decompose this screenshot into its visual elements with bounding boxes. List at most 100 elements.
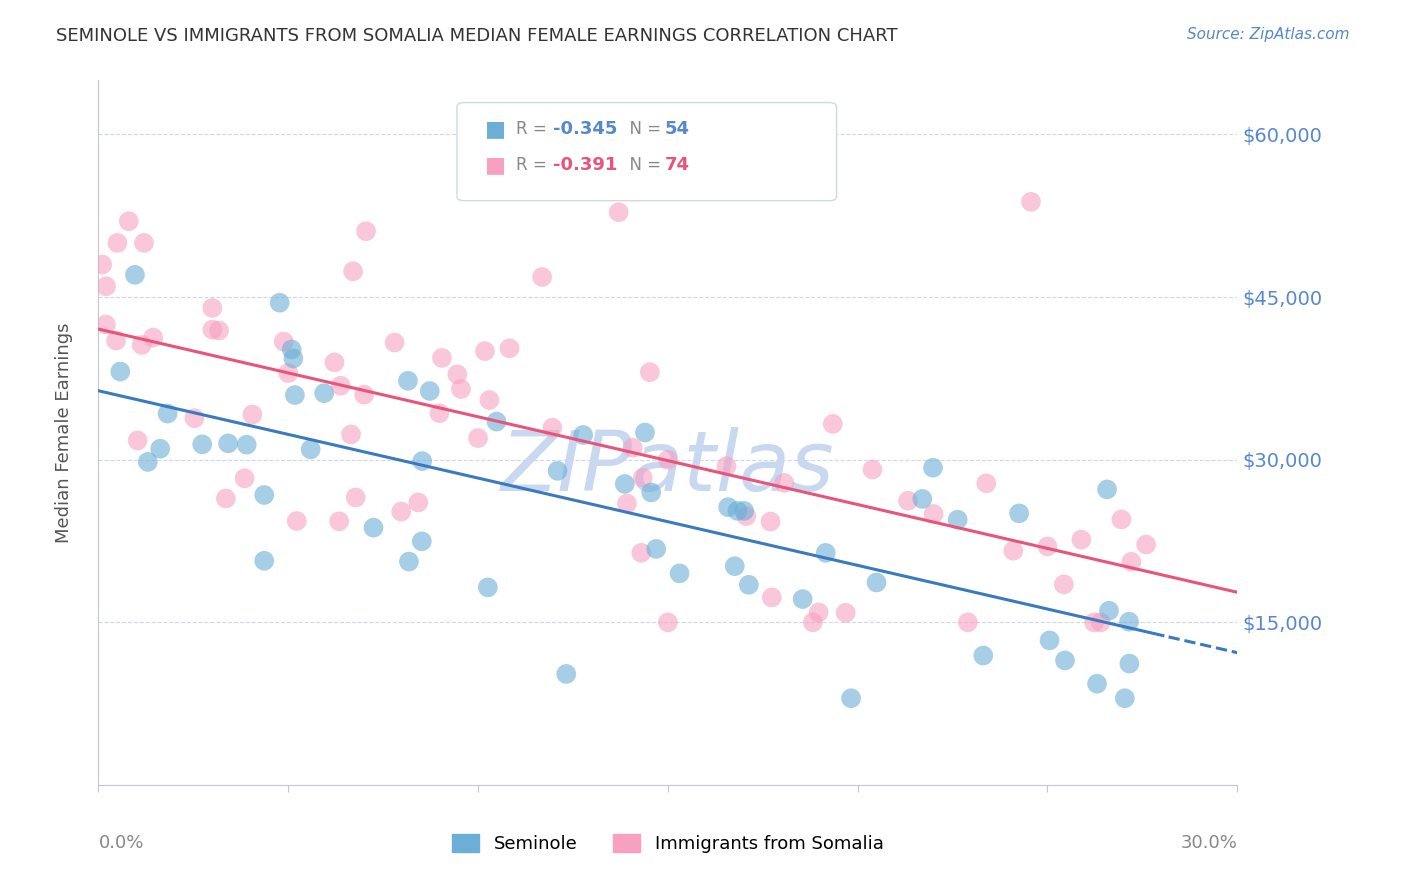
Immigrants from Somalia: [862, 462, 884, 476]
Seminole: [1053, 653, 1076, 667]
Seminole: [1095, 483, 1118, 497]
Immigrants from Somalia: [974, 476, 997, 491]
Seminole: [149, 442, 172, 456]
Immigrants from Somalia: [277, 366, 299, 380]
Immigrants from Somalia: [616, 497, 638, 511]
Immigrants from Somalia: [107, 235, 129, 250]
Seminole: [217, 436, 239, 450]
Immigrants from Somalia: [474, 344, 496, 359]
Immigrants from Somalia: [328, 514, 350, 528]
Immigrants from Somalia: [430, 351, 453, 365]
Immigrants from Somalia: [657, 615, 679, 630]
Seminole: [634, 425, 657, 440]
Seminole: [419, 384, 441, 398]
Immigrants from Somalia: [344, 491, 367, 505]
Seminole: [269, 295, 291, 310]
Immigrants from Somalia: [773, 475, 796, 490]
Seminole: [972, 648, 994, 663]
Text: N =: N =: [619, 120, 666, 138]
Immigrants from Somalia: [1090, 615, 1112, 630]
Immigrants from Somalia: [531, 270, 554, 285]
Immigrants from Somalia: [323, 355, 346, 369]
Immigrants from Somalia: [285, 514, 308, 528]
Immigrants from Somalia: [94, 279, 117, 293]
Immigrants from Somalia: [406, 495, 429, 509]
Seminole: [613, 477, 636, 491]
Text: SEMINOLE VS IMMIGRANTS FROM SOMALIA MEDIAN FEMALE EARNINGS CORRELATION CHART: SEMINOLE VS IMMIGRANTS FROM SOMALIA MEDI…: [56, 27, 898, 45]
Seminole: [398, 555, 420, 569]
Immigrants from Somalia: [354, 224, 377, 238]
Seminole: [724, 559, 747, 574]
Immigrants from Somalia: [242, 408, 264, 422]
Seminole: [547, 464, 569, 478]
Text: ZIPatlas: ZIPatlas: [501, 427, 835, 508]
Immigrants from Somalia: [91, 258, 114, 272]
Seminole: [814, 546, 837, 560]
Immigrants from Somalia: [657, 452, 679, 467]
Seminole: [717, 500, 740, 515]
Immigrants from Somalia: [759, 515, 782, 529]
Seminole: [839, 691, 862, 706]
Immigrants from Somalia: [233, 471, 256, 485]
Seminole: [1008, 506, 1031, 520]
Seminole: [922, 460, 945, 475]
Immigrants from Somalia: [201, 323, 224, 337]
Seminole: [280, 343, 302, 357]
Seminole: [733, 504, 755, 518]
Immigrants from Somalia: [1111, 512, 1133, 526]
Immigrants from Somalia: [638, 365, 661, 379]
Seminole: [911, 491, 934, 506]
Immigrants from Somalia: [735, 509, 758, 524]
Seminole: [738, 578, 761, 592]
Immigrants from Somalia: [467, 431, 489, 445]
Immigrants from Somalia: [94, 318, 117, 332]
Immigrants from Somalia: [478, 392, 501, 407]
Immigrants from Somalia: [131, 338, 153, 352]
Immigrants from Somalia: [340, 427, 363, 442]
Text: 74: 74: [665, 156, 690, 174]
Immigrants from Somalia: [801, 615, 824, 630]
Seminole: [1038, 633, 1060, 648]
Immigrants from Somalia: [183, 411, 205, 425]
Seminole: [792, 592, 814, 607]
Seminole: [283, 351, 305, 366]
Immigrants from Somalia: [834, 606, 856, 620]
Immigrants from Somalia: [607, 205, 630, 219]
Immigrants from Somalia: [631, 471, 654, 485]
Immigrants from Somalia: [821, 417, 844, 431]
Seminole: [110, 365, 132, 379]
Seminole: [136, 455, 159, 469]
Seminole: [485, 415, 508, 429]
Immigrants from Somalia: [201, 301, 224, 315]
Seminole: [1118, 615, 1140, 629]
Immigrants from Somalia: [446, 368, 468, 382]
Seminole: [411, 534, 433, 549]
Immigrants from Somalia: [105, 334, 128, 348]
Immigrants from Somalia: [342, 264, 364, 278]
Immigrants from Somalia: [273, 334, 295, 349]
Immigrants from Somalia: [498, 341, 520, 355]
Immigrants from Somalia: [329, 378, 352, 392]
Text: R =: R =: [516, 156, 553, 174]
Seminole: [572, 428, 595, 442]
Immigrants from Somalia: [1053, 577, 1076, 591]
Seminole: [1118, 657, 1140, 671]
Immigrants from Somalia: [429, 406, 451, 420]
Y-axis label: Median Female Earnings: Median Female Earnings: [55, 322, 73, 543]
Text: N =: N =: [619, 156, 666, 174]
Immigrants from Somalia: [118, 214, 141, 228]
Text: ■: ■: [485, 120, 506, 139]
Seminole: [1114, 691, 1136, 706]
Seminole: [640, 485, 662, 500]
Seminole: [284, 388, 307, 402]
Seminole: [411, 454, 433, 468]
Seminole: [946, 513, 969, 527]
Immigrants from Somalia: [630, 546, 652, 560]
Immigrants from Somalia: [1121, 555, 1143, 569]
Text: Source: ZipAtlas.com: Source: ZipAtlas.com: [1187, 27, 1350, 42]
Immigrants from Somalia: [208, 323, 231, 337]
Text: ■: ■: [485, 155, 506, 175]
Seminole: [253, 554, 276, 568]
Immigrants from Somalia: [1002, 543, 1025, 558]
Text: 30.0%: 30.0%: [1181, 834, 1237, 852]
